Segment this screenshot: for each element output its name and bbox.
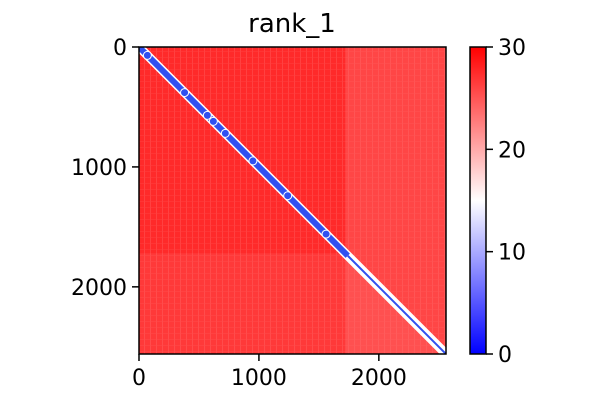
colorbar-tick-label: 20 [498, 138, 526, 163]
diagonal-blob [321, 229, 331, 239]
y-tick-label: 0 [113, 36, 127, 61]
plot-frame [138, 46, 447, 355]
y-tick-label: 1000 [71, 156, 127, 181]
heatmap-details [139, 47, 446, 354]
x-tick-label: 1000 [231, 366, 287, 391]
colorbar-frame [469, 46, 487, 355]
diagonal-blob [208, 116, 218, 126]
heatmap-plot-area [139, 47, 446, 354]
y-axis: 0 1000 2000 [71, 36, 139, 301]
colorbar-tick-label: 30 [498, 36, 526, 61]
diagonal-blob [202, 110, 212, 120]
diagonal-blob [142, 50, 152, 60]
colorbar-gradient [470, 47, 486, 354]
colorbar: 0 10 20 30 [469, 36, 526, 368]
diagonal-blob [248, 156, 258, 166]
colorbar-ticks: 0 10 20 30 [486, 36, 526, 368]
chart-title: rank_1 [248, 9, 336, 39]
diagonal-blob [180, 88, 190, 98]
x-tick-label: 0 [132, 366, 146, 391]
colorbar-tick-label: 10 [498, 241, 526, 266]
colorbar-tick-label: 0 [498, 343, 512, 368]
diagonal-blob [283, 191, 293, 201]
x-axis: 0 1000 2000 [132, 354, 407, 391]
y-tick-label: 2000 [71, 276, 127, 301]
diagonal-blob [220, 128, 230, 138]
diagonal-band-thin [347, 255, 446, 354]
diagonal-band [139, 47, 350, 258]
x-tick-label: 2000 [351, 366, 407, 391]
